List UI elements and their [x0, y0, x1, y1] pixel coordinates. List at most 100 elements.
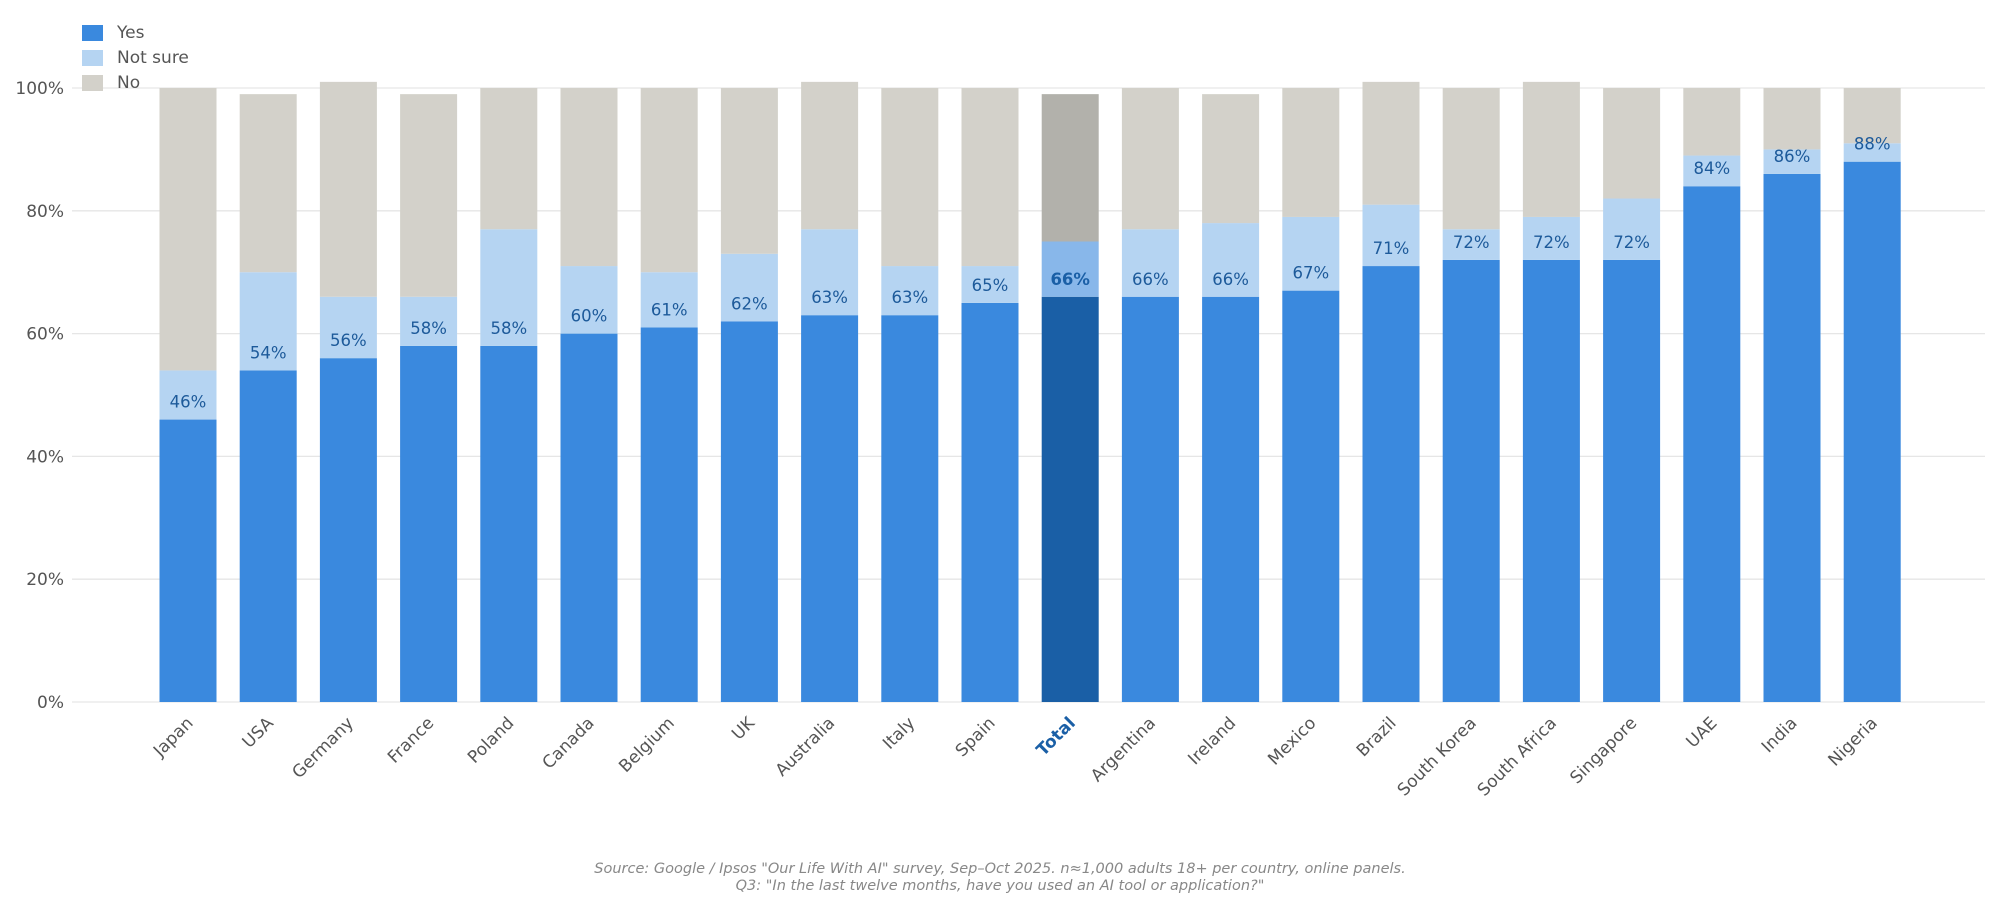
data-label: 63% — [891, 288, 928, 307]
bar-not-sure — [159, 370, 217, 420]
bar-no — [560, 88, 618, 267]
legend-label-yes: Yes — [117, 22, 145, 43]
bar-yes — [881, 315, 939, 702]
bar-not-sure — [1041, 241, 1099, 297]
data-label: 62% — [731, 294, 768, 313]
data-label: 66% — [1132, 270, 1169, 289]
bar-yes — [1683, 186, 1741, 703]
bar-yes — [961, 302, 1019, 702]
bar-no — [1603, 88, 1661, 199]
bar-no — [319, 81, 377, 297]
data-label: 72% — [1453, 233, 1490, 252]
bar-yes — [480, 345, 538, 702]
bar-not-sure — [1362, 204, 1420, 267]
data-label: 72% — [1613, 233, 1650, 252]
bar-yes — [1202, 296, 1260, 702]
bar-not-sure — [720, 253, 778, 322]
legend-item-no: No — [82, 70, 189, 95]
data-label: 86% — [1774, 147, 1811, 166]
bar-yes — [1843, 161, 1901, 702]
x-tick-label: South Africa — [1474, 713, 1561, 800]
source-note: Source: Google / Ipsos "Our Life With AI… — [0, 861, 2000, 895]
data-label: 66% — [1212, 270, 1249, 289]
x-tick-label: Ireland — [1184, 713, 1240, 769]
legend-item-not-sure: Not sure — [82, 45, 189, 70]
x-tick-label: UK — [728, 713, 759, 744]
bar-no — [159, 88, 217, 371]
bar-no — [720, 88, 778, 254]
legend-swatch-not-sure — [82, 49, 103, 66]
bar-not-sure — [1603, 198, 1661, 260]
bar-no — [961, 88, 1019, 267]
bar-yes — [159, 419, 217, 702]
bar-no — [881, 88, 939, 267]
bar-no — [1522, 81, 1580, 217]
bar-not-sure — [400, 296, 458, 346]
bar-yes — [1522, 259, 1580, 702]
x-tick-label: Canada — [539, 713, 599, 773]
y-tick-label: 0% — [37, 693, 64, 713]
legend-label-no: No — [117, 72, 141, 93]
bar-yes — [640, 327, 698, 702]
bar-not-sure — [640, 272, 698, 328]
bar-yes — [1442, 259, 1500, 702]
data-label: 63% — [811, 288, 848, 307]
x-tick-label: Germany — [289, 713, 358, 782]
x-tick-label: Poland — [464, 713, 518, 767]
x-tick-label: Japan — [149, 713, 197, 761]
legend-label-not-sure: Not sure — [117, 47, 189, 68]
legend-swatch-no — [82, 74, 103, 91]
x-tick-label: Belgium — [615, 713, 678, 776]
bar-no — [1683, 88, 1741, 156]
bar-yes — [1041, 296, 1099, 702]
x-tick-label: Singapore — [1566, 713, 1641, 788]
bar-not-sure — [560, 266, 618, 334]
bar-yes — [1603, 259, 1661, 702]
y-tick-label: 100% — [15, 79, 64, 99]
y-tick-label: 20% — [26, 570, 64, 590]
data-label: 46% — [170, 393, 207, 412]
bar-not-sure — [1202, 223, 1260, 297]
x-tick-label: UAE — [1683, 713, 1722, 752]
x-tick-label: Nigeria — [1825, 713, 1882, 770]
bar-no — [239, 94, 297, 273]
data-label: 67% — [1292, 264, 1329, 283]
x-tick-label: Italy — [879, 713, 919, 753]
bar-not-sure — [239, 272, 297, 371]
bar-no — [1041, 94, 1099, 242]
y-tick-label: 80% — [26, 202, 64, 222]
y-axis: 0% 20% 40% 60% 80% 100% — [15, 79, 64, 713]
legend-item-yes: Yes — [82, 20, 189, 45]
bar-not-sure — [1442, 229, 1500, 260]
x-tick-label: India — [1758, 713, 1802, 757]
x-axis: Japan USA Germany France Poland Canada Belgium… — [149, 713, 1882, 801]
y-tick-label: 40% — [26, 447, 64, 467]
source-line-2: Q3: "In the last twelve months, have you… — [735, 878, 1265, 894]
bar-yes — [560, 333, 618, 702]
bar-group: 46% 54% 56% 58% 58% 60% 61% 62% 63% 63% 65% 66% 66% 6… — [159, 81, 1901, 703]
bar-not-sure — [480, 229, 538, 346]
bar-not-sure — [1763, 149, 1821, 174]
data-label: 65% — [972, 276, 1009, 295]
bar-yes — [319, 358, 377, 702]
bar-not-sure — [1843, 143, 1901, 162]
data-label: 71% — [1373, 239, 1410, 258]
x-tick-label: Spain — [952, 713, 1000, 761]
data-label: 56% — [330, 331, 367, 350]
bar-yes — [801, 315, 859, 702]
data-label: 58% — [490, 319, 527, 338]
x-tick-label: Argentina — [1087, 713, 1160, 786]
x-tick-label: Total — [1033, 713, 1080, 760]
bar-not-sure — [801, 229, 859, 316]
bar-no — [400, 94, 458, 297]
bar-not-sure — [319, 296, 377, 359]
bar-not-sure — [1121, 229, 1179, 297]
bar-not-sure — [961, 266, 1019, 303]
data-label: 84% — [1693, 159, 1730, 178]
bar-yes — [1763, 173, 1821, 702]
bar-no — [640, 88, 698, 273]
data-label: 61% — [651, 300, 688, 319]
bar-no — [1843, 88, 1901, 144]
gridlines — [72, 87, 1985, 703]
